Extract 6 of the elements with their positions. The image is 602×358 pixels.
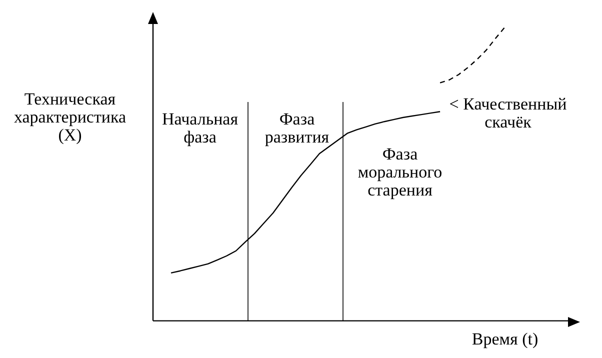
x-axis-title: Время (t) — [472, 329, 538, 348]
annotation: Фаза развития — [264, 109, 330, 146]
annotation: Фаза морального старения — [358, 144, 442, 200]
annotation: Начальная фаза — [162, 109, 238, 146]
annotation: < Качественный скачёк — [449, 94, 567, 132]
y-axis-title: Техническая характеристика (X) — [14, 89, 126, 144]
